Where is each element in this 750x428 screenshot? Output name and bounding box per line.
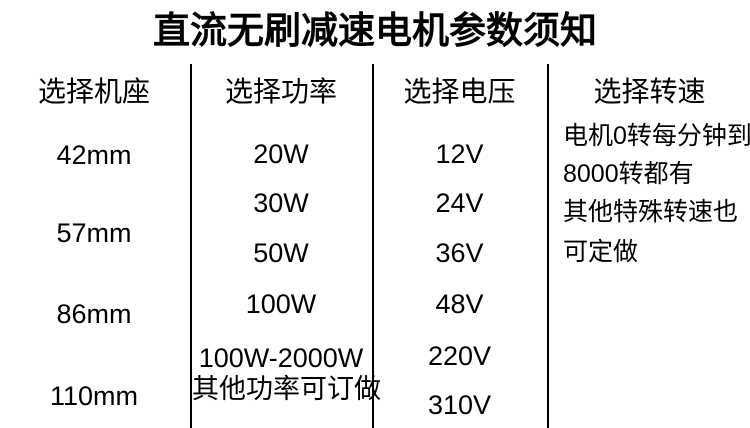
speed-note-line-3: 其他特殊转速也	[563, 198, 739, 226]
column-divider-1	[190, 64, 192, 428]
speed-note-line-4: 可定做	[563, 238, 639, 266]
page-title: 直流无刷减速电机参数须知	[153, 10, 597, 51]
power-custom-note: 其他功率可订做	[192, 374, 381, 404]
voltage-option-24v: 24V	[435, 188, 484, 218]
frame-size-option-110mm: 110mm	[49, 381, 139, 411]
power-option-30w: 30W	[253, 188, 309, 218]
power-option-20w: 20W	[253, 139, 309, 169]
voltage-option-48v: 48V	[435, 289, 484, 319]
power-option-100w: 100W	[245, 289, 317, 319]
power-option-50w: 50W	[253, 238, 309, 268]
voltage-option-310v: 310V	[427, 390, 492, 420]
frame-size-option-57mm: 57mm	[56, 218, 132, 248]
column-header-power: 选择功率	[224, 76, 337, 107]
column-divider-2	[372, 64, 374, 428]
column-header-voltage: 选择电压	[403, 76, 516, 107]
column-header-frame-size: 选择机座	[37, 76, 150, 107]
frame-size-option-42mm: 42mm	[56, 140, 132, 170]
speed-note-line-2: 8000转都有	[563, 160, 694, 188]
column-divider-3	[547, 64, 549, 428]
frame-size-option-86mm: 86mm	[56, 299, 132, 329]
voltage-option-12v: 12V	[435, 139, 484, 169]
voltage-option-220v: 220V	[427, 341, 492, 371]
speed-note-line-1: 电机0转每分钟到	[563, 122, 750, 150]
voltage-option-36v: 36V	[435, 238, 484, 268]
power-option-range: 100W-2000W	[198, 343, 364, 373]
column-header-speed: 选择转速	[593, 76, 706, 107]
